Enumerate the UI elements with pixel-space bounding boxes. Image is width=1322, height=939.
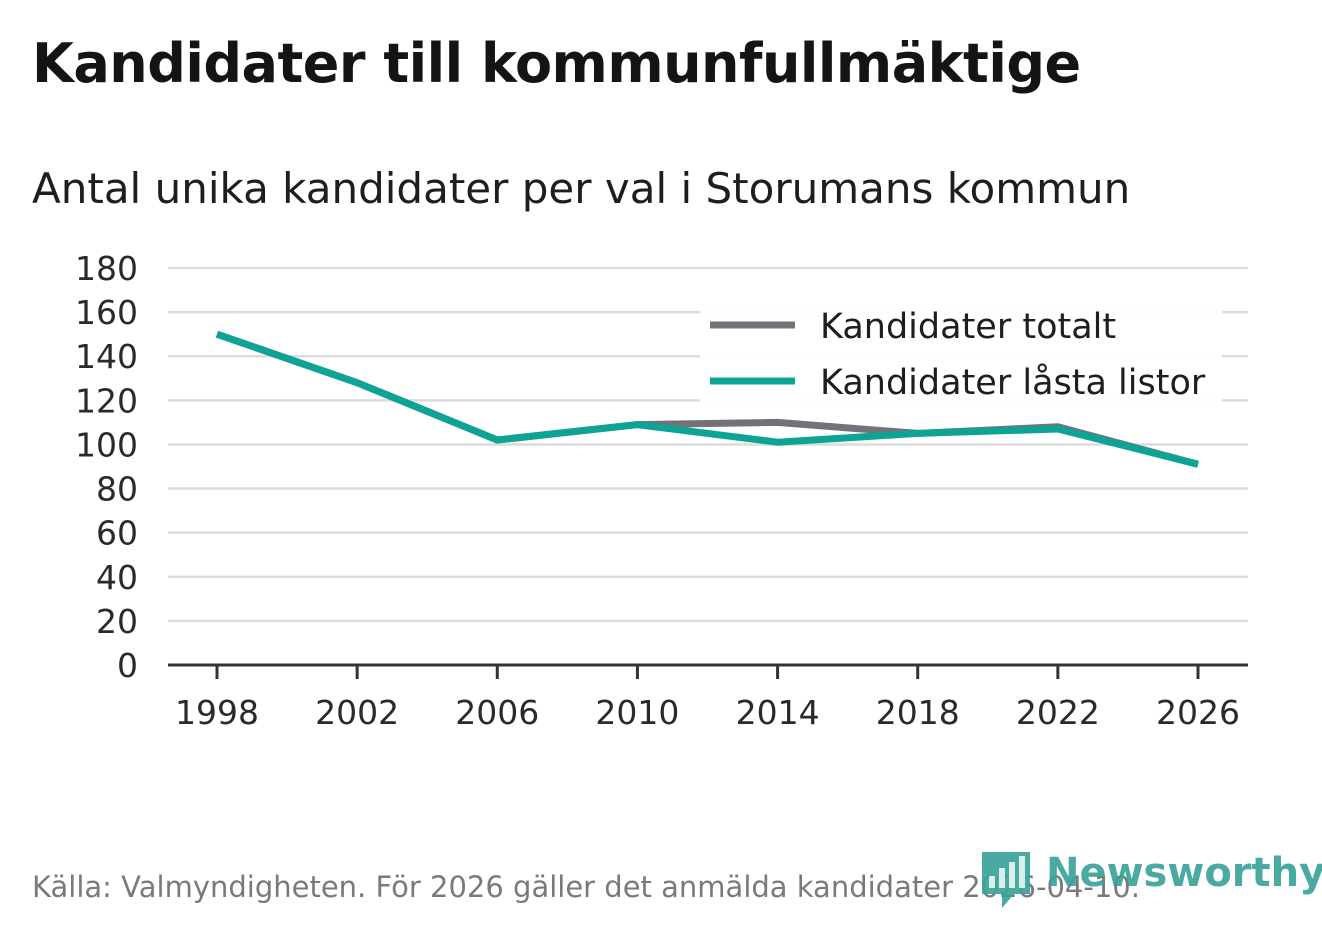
y-tick-label: 80 xyxy=(96,470,138,509)
logo-wordmark: Newsworthy xyxy=(1046,850,1322,896)
legend-background xyxy=(700,298,1222,403)
x-tick-label: 2026 xyxy=(1156,693,1240,732)
source-note: Källa: Valmyndigheten. För 2026 gäller d… xyxy=(32,870,1140,904)
bar-chart-icon xyxy=(982,852,1030,908)
x-tick-label: 2018 xyxy=(876,693,960,732)
series-lines xyxy=(215,330,1199,468)
y-tick-label: 180 xyxy=(75,249,138,288)
x-axis-labels: 1998 2002 2006 2010 2014 2018 2022 2026 xyxy=(175,693,1240,732)
x-axis xyxy=(168,663,1248,679)
y-tick-label: 20 xyxy=(96,602,138,641)
legend-label-total: Kandidater totalt xyxy=(820,307,1116,347)
y-tick-label: 120 xyxy=(75,381,138,420)
x-tick-label: 2014 xyxy=(736,693,820,732)
y-tick-label: 40 xyxy=(96,558,138,597)
y-tick-label: 160 xyxy=(75,293,138,332)
y-tick-label: 100 xyxy=(75,425,138,464)
newsworthy-logo: Newsworthy xyxy=(980,850,1322,910)
y-axis-labels: 0 20 40 60 80 100 120 140 160 180 xyxy=(75,249,138,685)
x-tick-label: 2022 xyxy=(1016,693,1100,732)
chart-title: Kandidater till kommunfullmäktige xyxy=(32,32,1081,95)
x-tick-label: 2002 xyxy=(315,693,399,732)
y-tick-label: 140 xyxy=(75,337,138,376)
y-tick-label: 60 xyxy=(96,514,138,553)
x-tick-label: 1998 xyxy=(175,693,259,732)
legend: Kandidater totalt Kandidater låsta listo… xyxy=(700,298,1222,403)
x-tick-label: 2010 xyxy=(595,693,679,732)
chart-subtitle: Antal unika kandidater per val i Storuma… xyxy=(32,164,1131,213)
legend-label-locked: Kandidater låsta listor xyxy=(820,362,1206,403)
series-line-locked xyxy=(215,330,1199,468)
x-tick-label: 2006 xyxy=(455,693,539,732)
y-tick-label: 0 xyxy=(117,646,138,685)
line-chart: 0 20 40 60 80 100 120 140 160 180 1998 2002 2006 201… xyxy=(75,249,1248,732)
